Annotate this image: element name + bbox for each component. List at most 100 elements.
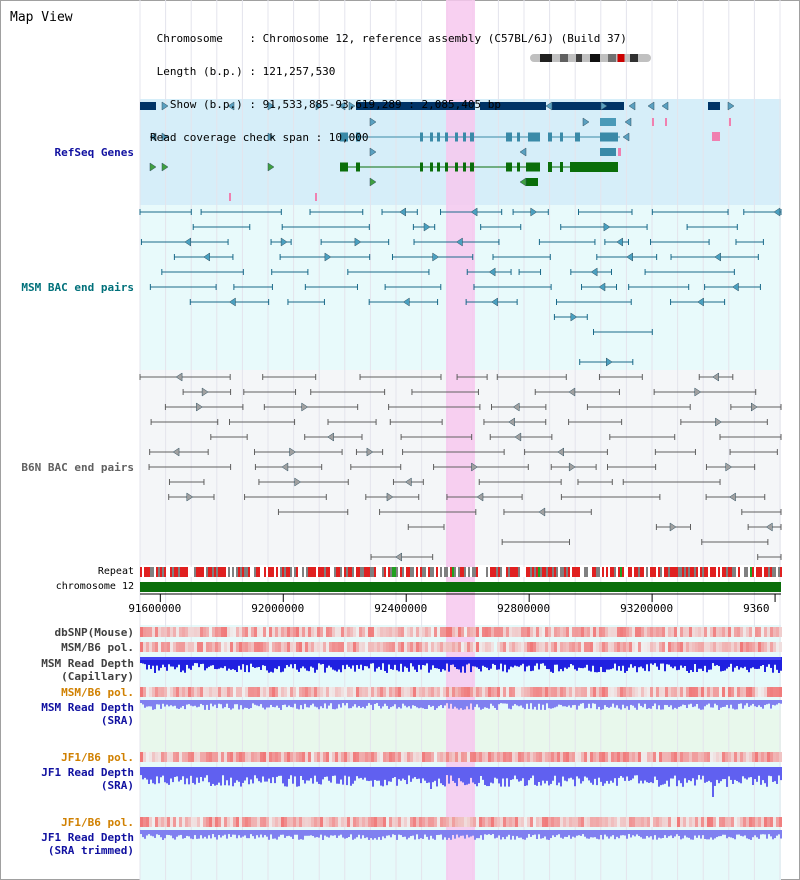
depth-bar — [610, 657, 612, 670]
heat-cell — [251, 752, 254, 762]
depth-bar — [162, 830, 164, 840]
depth-bar — [752, 700, 754, 704]
repeat-element — [456, 567, 458, 577]
repeat-element — [486, 567, 488, 577]
track-label-msm-pol-2[interactable]: MSM/B6 pol. — [61, 686, 134, 699]
depth-bar — [190, 767, 192, 776]
track-label-dbsnp[interactable]: dbSNP(Mouse) — [54, 626, 134, 639]
depth-bar — [372, 700, 374, 710]
track-label-msm-pol-1[interactable]: MSM/B6 pol. — [61, 641, 134, 654]
heat-cell — [683, 752, 686, 762]
track-label-jf1-pol-1[interactable]: JF1/B6 pol. — [61, 751, 134, 764]
track-label-jf1-pol-2[interactable]: JF1/B6 pol. — [61, 816, 134, 829]
depth-bar — [486, 657, 488, 668]
repeat-element — [512, 567, 514, 577]
repeat-element — [394, 567, 396, 577]
track-label-jf1-depth-sra[interactable]: JF1 Read Depth (SRA) — [41, 766, 134, 792]
heat-cell — [680, 687, 683, 697]
depth-bar — [358, 700, 360, 707]
depth-bar — [204, 830, 206, 837]
depth-bar — [280, 830, 282, 835]
heat-cell — [245, 817, 248, 827]
heat-cell — [497, 752, 500, 762]
depth-bar — [558, 830, 560, 835]
depth-bar — [254, 700, 256, 705]
heat-cell — [701, 627, 704, 637]
heat-cell — [245, 687, 248, 697]
repeat-element — [352, 567, 354, 577]
heat-cell — [485, 642, 488, 652]
heat-cell — [689, 817, 692, 827]
depth-bar — [684, 700, 686, 706]
track-label-jf1-depth-trim[interactable]: JF1 Read Depth (SRA trimmed) — [41, 831, 134, 857]
heat-cell — [464, 817, 467, 827]
depth-bar — [322, 767, 324, 780]
heat-cell — [413, 642, 416, 652]
depth-bar — [668, 767, 670, 787]
heat-cell — [263, 642, 266, 652]
header-chromosome: Chromosome : Chromosome 12, reference as… — [150, 32, 627, 45]
heat-cell — [380, 817, 383, 827]
repeat-element — [430, 567, 432, 577]
track-label-msm-depth-cap[interactable]: MSM Read Depth (Capillary) — [41, 657, 134, 683]
heat-cell — [491, 752, 494, 762]
heat-cell — [716, 817, 719, 827]
repeat-element — [572, 567, 574, 577]
heat-cell — [380, 752, 383, 762]
depth-bar — [646, 767, 648, 783]
strand-arrow — [161, 101, 169, 111]
repeat-element — [494, 567, 496, 577]
heat-cell — [257, 752, 260, 762]
heat-cell — [395, 642, 398, 652]
depth-bar — [620, 830, 622, 836]
depth-bar — [648, 700, 650, 709]
depth-bar — [374, 657, 376, 672]
track-label-msm-bac[interactable]: MSM BAC end pairs — [21, 281, 134, 294]
heat-cell — [443, 817, 446, 827]
heat-cell — [236, 817, 239, 827]
depth-bar — [380, 767, 382, 786]
depth-bar — [460, 830, 462, 836]
depth-bar — [530, 767, 532, 779]
heat-cell — [398, 687, 401, 697]
heat-cell — [773, 817, 776, 827]
depth-bar — [704, 700, 706, 707]
track-label-b6n-bac[interactable]: B6N BAC end pairs — [21, 461, 134, 474]
depth-bar — [746, 657, 748, 670]
depth-bar — [220, 657, 222, 668]
track-label-refseq[interactable]: RefSeq Genes — [54, 146, 134, 159]
heat-cell — [674, 817, 677, 827]
heat-cell — [161, 642, 164, 652]
depth-bar — [440, 700, 442, 705]
depth-bar — [650, 700, 652, 709]
depth-bar — [724, 830, 726, 835]
repeat-element — [496, 567, 498, 577]
heat-cell — [455, 752, 458, 762]
heat-cell — [581, 627, 584, 637]
depth-bar — [632, 830, 634, 836]
depth-bar — [290, 657, 292, 665]
depth-bar — [498, 700, 500, 705]
heat-cell — [461, 627, 464, 637]
repeat-element — [408, 567, 410, 577]
depth-bar — [404, 657, 406, 667]
depth-bar — [398, 767, 400, 780]
heat-cell — [194, 627, 197, 637]
depth-bar — [584, 700, 586, 709]
heat-cell — [584, 642, 587, 652]
heat-cell — [254, 642, 257, 652]
heat-cell — [617, 752, 620, 762]
heat-cell — [773, 687, 776, 697]
heat-cell — [485, 687, 488, 697]
heat-cell — [467, 817, 470, 827]
depth-bar — [220, 700, 222, 705]
heat-cell — [518, 687, 521, 697]
heat-cell — [428, 627, 431, 637]
track-label-msm-depth-sra[interactable]: MSM Read Depth (SRA) — [41, 701, 134, 727]
depth-bar — [660, 767, 662, 786]
heat-cell — [209, 752, 212, 762]
repeat-element — [468, 567, 470, 577]
depth-bar — [720, 700, 722, 708]
chromosome-ideogram[interactable] — [530, 54, 651, 62]
